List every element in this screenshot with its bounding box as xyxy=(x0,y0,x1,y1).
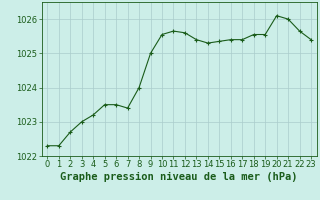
X-axis label: Graphe pression niveau de la mer (hPa): Graphe pression niveau de la mer (hPa) xyxy=(60,172,298,182)
